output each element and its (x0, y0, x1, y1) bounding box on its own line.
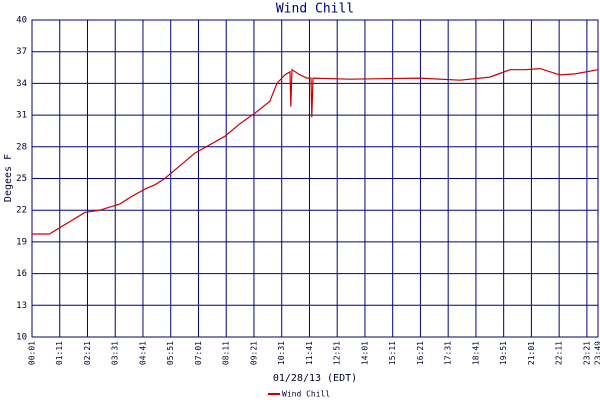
y-tick-label: 22 (16, 206, 27, 216)
x-tick-label: 12:51 (333, 341, 342, 365)
x-tick-label: 00:01 (28, 341, 37, 365)
y-tick-label: 28 (16, 142, 27, 152)
x-tick-label: 05:51 (166, 341, 175, 365)
legend-label: Wind Chill (282, 390, 330, 399)
y-axis-label: Degees F (3, 154, 14, 202)
x-tick-label: 07:01 (194, 341, 203, 365)
y-tick-label: 16 (16, 269, 27, 279)
x-tick-label: 04:41 (138, 341, 147, 365)
y-tick-label: 40 (16, 16, 27, 26)
x-tick-label: 09:21 (249, 341, 258, 365)
x-axis-label: 01/28/13 (EDT) (273, 373, 357, 384)
x-tick-label: 21:01 (527, 341, 536, 365)
x-tick-label: 18:41 (471, 341, 480, 365)
x-tick-label: 10:31 (277, 341, 286, 365)
y-tick-label: 37 (16, 47, 27, 57)
x-tick-label: 08:11 (222, 341, 231, 365)
x-tick-label: 02:21 (83, 341, 92, 365)
y-tick-label: 10 (16, 333, 27, 343)
x-tick-label: 03:31 (111, 341, 120, 365)
x-tick-label: 23:49 (594, 341, 600, 365)
y-tick-label: 34 (16, 79, 27, 89)
x-tick-label: 15:11 (388, 341, 397, 365)
y-tick-label: 25 (16, 174, 27, 184)
y-tick-label: 31 (16, 111, 27, 121)
x-tick-label: 01:11 (55, 341, 64, 365)
x-tick-label: 11:41 (305, 341, 314, 365)
x-tick-label: 22:11 (555, 341, 564, 365)
x-tick-label: 23:21 (582, 341, 591, 365)
chart-title: Wind Chill (276, 2, 354, 17)
x-tick-label: 17:31 (444, 341, 453, 365)
x-tick-label: 16:21 (416, 341, 425, 365)
x-tick-label: 14:01 (360, 341, 369, 365)
y-tick-label: 19 (16, 237, 27, 247)
x-tick-label: 19:51 (499, 341, 508, 365)
y-tick-label: 13 (16, 301, 27, 311)
